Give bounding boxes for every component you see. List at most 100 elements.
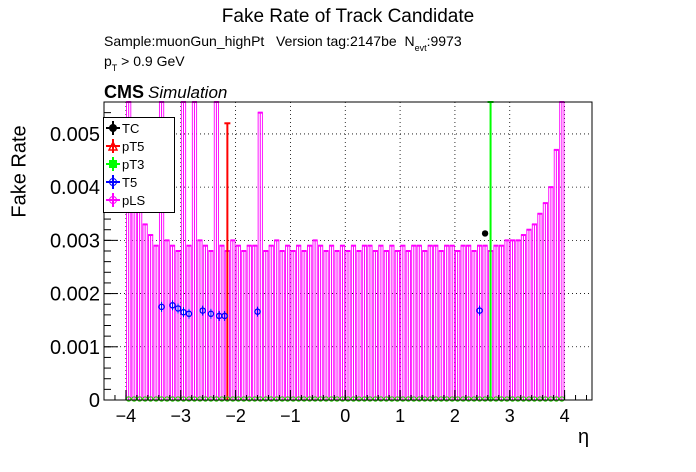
cms-text: CMS — [104, 82, 144, 102]
pt-sub: T — [111, 63, 118, 73]
pt3-zero-marker-6 — [158, 396, 165, 402]
pt3-zero-marker-41 — [350, 396, 357, 402]
pt3-zero-marker-57 — [438, 396, 444, 402]
pt3-zero-marker-0 — [126, 396, 132, 402]
pt3-zero-marker-68 — [498, 396, 505, 402]
t5-point-0 — [158, 303, 165, 311]
pt3-zero-marker-22 — [246, 396, 252, 402]
pt3-zero-marker-46 — [378, 396, 384, 402]
pt3-zero-marker-78 — [553, 396, 560, 402]
pt3-zero-marker-51 — [405, 396, 411, 402]
cms-sublabel: Simulation — [148, 83, 228, 102]
pt3-zero-marker-29 — [285, 396, 291, 402]
pt3-zero-marker-74 — [531, 396, 538, 402]
pt3-zero-marker-35 — [317, 396, 324, 402]
legend-label-pt3: pT3 — [122, 156, 145, 172]
pt3-zero-marker-34 — [312, 396, 318, 402]
pt3-zero-marker-71 — [515, 396, 521, 402]
pt3-zero-marker-9 — [175, 396, 181, 402]
pt3-zero-marker-65 — [482, 396, 488, 402]
y-tick-label-1: 0.001 — [50, 337, 100, 359]
t5-point-10 — [476, 307, 483, 314]
pt3-zero-marker-55 — [427, 396, 433, 402]
pt3-zero-marker-77 — [548, 396, 554, 402]
pt3-zero-marker-27 — [274, 396, 280, 402]
pt3-zero-marker-7 — [164, 396, 170, 402]
pt3-zero-marker-24 — [257, 396, 263, 402]
x-tick-label-7: 3 — [505, 406, 515, 426]
legend-marker-tc — [106, 121, 120, 135]
x-tick-label-2: −2 — [225, 406, 246, 426]
pt3-zero-marker-36 — [323, 396, 329, 402]
pt3-zero-marker-23 — [252, 396, 258, 402]
pt3-zero-marker-25 — [263, 396, 269, 402]
pt3-zero-marker-60 — [455, 396, 461, 402]
pt3-zero-marker-33 — [306, 396, 313, 402]
pt3-zero-marker-52 — [411, 396, 417, 402]
pt3-zero-marker-48 — [389, 396, 395, 402]
pt3-zero-marker-8 — [169, 396, 176, 402]
pt3-zero-marker-4 — [147, 396, 154, 402]
t5-point-1 — [169, 302, 176, 309]
plot-markers — [126, 230, 565, 402]
pt3-zero-marker-66 — [487, 396, 494, 402]
y-tick-label-0: 0 — [89, 390, 100, 412]
pt3-zero-marker-20 — [235, 396, 241, 402]
pt-prefix: p — [104, 53, 112, 69]
pt3-zero-marker-72 — [520, 396, 527, 402]
legend-item-pt5: pT5 — [106, 138, 144, 154]
pt3-zero-marker-13 — [197, 396, 203, 402]
pt3-zero-marker-45 — [372, 396, 379, 402]
pt3-zero-marker-1 — [131, 396, 137, 402]
nevt-sub: evt — [414, 43, 427, 53]
legend-marker-t5 — [106, 175, 120, 189]
pt3-zero-marker-76 — [542, 396, 549, 402]
pt3-zero-marker-56 — [433, 396, 439, 402]
nevt-value: :9973 — [426, 33, 462, 49]
pt3-zero-marker-15 — [208, 396, 214, 402]
pt3-zero-marker-17 — [219, 396, 225, 402]
pt3-zero-marker-10 — [180, 396, 187, 402]
x-tick-label-4: 0 — [340, 406, 350, 426]
legend-item-tc: TC — [106, 120, 139, 136]
pt3-zero-marker-18 — [224, 396, 231, 402]
legend-marker-pt3 — [106, 157, 120, 171]
x-tick-label-3: −1 — [280, 406, 301, 426]
pt3-zero-marker-70 — [509, 396, 516, 402]
pt3-zero-marker-42 — [356, 396, 362, 402]
pt3-zero-marker-14 — [202, 396, 209, 402]
pt3-zero-marker-67 — [493, 396, 499, 402]
x-tick-label-0: −4 — [116, 406, 137, 426]
pt3-zero-marker-16 — [213, 396, 220, 402]
y-tick-label-5: 0.005 — [50, 124, 100, 146]
pt3-zero-marker-12 — [191, 396, 198, 402]
t5-point-5 — [199, 307, 206, 314]
pt3-zero-marker-26 — [268, 396, 274, 402]
t5-point-9 — [254, 308, 261, 315]
x-tick-label-6: 2 — [450, 406, 460, 426]
legend-item-t5: T5 — [106, 174, 137, 190]
pt3-zero-marker-59 — [449, 396, 455, 402]
pt3-zero-marker-39 — [339, 396, 346, 402]
pt3-zero-marker-50 — [400, 396, 406, 402]
pt3-zero-marker-3 — [142, 396, 148, 402]
pt3-zero-marker-64 — [476, 396, 483, 402]
pt3-zero-marker-54 — [422, 396, 428, 402]
pt3-zero-marker-69 — [504, 396, 510, 402]
pt3-zero-marker-11 — [186, 396, 192, 402]
sample-label: Sample:muonGun_highPt — [104, 33, 265, 49]
pt3-zero-marker-28 — [279, 396, 285, 402]
t5-point-6 — [207, 310, 215, 318]
pt3-zero-marker-61 — [460, 396, 466, 402]
cms-label: CMS Simulation — [104, 82, 227, 103]
pt3-zero-marker-63 — [471, 396, 477, 402]
pt3-zero-marker-62 — [465, 396, 472, 402]
legend-item-pls: pLS — [106, 192, 145, 208]
pt3-zero-marker-79 — [559, 396, 565, 402]
pt3-zero-marker-21 — [241, 396, 247, 402]
pt3-zero-marker-31 — [296, 396, 302, 402]
y-tick-label-2: 0.002 — [50, 284, 100, 306]
pt-cut-info: pT > 0.9 GeV — [104, 53, 185, 73]
legend-label-pls: pLS — [122, 192, 146, 208]
